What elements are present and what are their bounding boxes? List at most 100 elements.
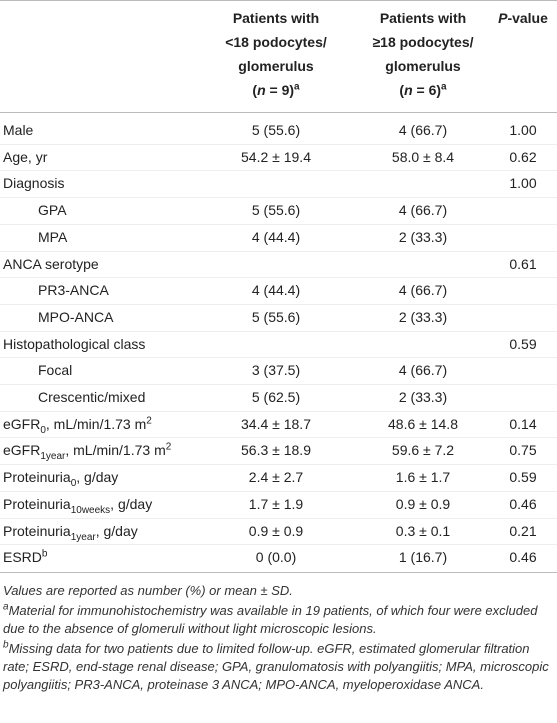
- text: Proteinuria: [3, 495, 71, 512]
- text: glomerulus: [238, 58, 314, 74]
- superscript: 2: [165, 441, 172, 453]
- cell: 0 (0.0): [255, 549, 297, 566]
- footnote: aMaterial for immunohistochemistry was a…: [3, 602, 551, 638]
- subscript: 1year: [40, 451, 66, 463]
- cell: 2 (33.3): [398, 389, 448, 405]
- row-line: [0, 464, 557, 466]
- header-cell: ≥18 podocytes/: [353, 32, 493, 52]
- text: , g/day: [110, 495, 153, 512]
- row-label: eGFR0, mL/min/1.73 m2: [3, 414, 152, 436]
- row-label: GPA: [38, 200, 67, 220]
- row-line: [0, 250, 557, 252]
- text: Missing data for two patients due to lim…: [3, 641, 549, 692]
- row-label: PR3-ANCA: [38, 280, 109, 300]
- footnote: Values are reported as number (%) or mea…: [3, 582, 551, 600]
- footnotes: Values are reported as number (%) or mea…: [3, 582, 551, 696]
- row-label: Histopathological class: [3, 334, 145, 354]
- footnote: bMissing data for two patients due to li…: [3, 640, 551, 694]
- row-label: Focal: [38, 360, 72, 380]
- cell: 56.3 ± 18.9: [241, 442, 311, 459]
- row-label: MPA: [38, 227, 67, 247]
- cell: 5 (55.6): [251, 202, 301, 219]
- cell: 1 (16.7): [398, 549, 448, 566]
- text: Proteinuria: [3, 522, 71, 539]
- cell: 1.00: [509, 122, 537, 138]
- text: eGFR: [3, 442, 41, 459]
- cell: 2.4 ± 2.7: [248, 469, 304, 486]
- header-rule: [0, 112, 557, 113]
- cell: 2 (33.3): [398, 308, 448, 325]
- row-line: [0, 544, 557, 546]
- cell: 3 (37.5): [251, 362, 301, 379]
- text: -value: [507, 10, 548, 26]
- row-line: [0, 170, 557, 172]
- subscript: 0: [40, 424, 46, 436]
- cell: 0.9 ± 0.9: [248, 522, 304, 539]
- superscript: a: [3, 601, 9, 613]
- cell: 48.6 ± 14.8: [388, 415, 458, 432]
- italic: n: [404, 82, 413, 98]
- row-label: Age, yr: [3, 147, 47, 167]
- header-cell: glomerulus: [353, 56, 493, 76]
- text: (: [252, 82, 258, 98]
- cell: 54.2 ± 19.4: [241, 148, 311, 165]
- superscript: a: [294, 81, 300, 93]
- row-label: MPO-ANCA: [38, 307, 113, 327]
- row-label: ESRDb: [3, 547, 47, 567]
- cell: 5 (55.6): [251, 122, 301, 138]
- header-cell: Patients with: [353, 8, 493, 28]
- superscript: b: [41, 548, 48, 560]
- cell: 0.46: [509, 549, 537, 566]
- cell: 0.3 ± 0.1: [395, 522, 451, 539]
- row-line: [0, 277, 557, 279]
- cell: 4 (66.7): [398, 282, 448, 299]
- text: glomerulus: [385, 58, 461, 74]
- text: GPA: [38, 202, 67, 219]
- header-cell: <18 podocytes/: [206, 32, 346, 52]
- cell: 4 (44.4): [251, 282, 301, 299]
- text: Age, yr: [3, 148, 48, 165]
- row-label: ANCA serotype: [3, 254, 99, 274]
- text: Material for immunohistochemistry was av…: [3, 603, 538, 636]
- subscript: 0: [70, 477, 77, 489]
- cell: 4 (66.7): [398, 202, 448, 219]
- row-line: [0, 303, 557, 305]
- cell: 0.21: [509, 522, 537, 539]
- text: eGFR: [3, 415, 41, 432]
- cell: 0.14: [509, 415, 537, 432]
- bottom-rule: [0, 572, 557, 573]
- cell: 59.6 ± 7.2: [391, 442, 455, 459]
- text: Crescentic/mixed: [38, 389, 146, 405]
- cell: 1.6 ± 1.7: [395, 469, 451, 486]
- row-label: Male: [3, 120, 33, 140]
- cell: 0.75: [509, 442, 537, 459]
- text: ESRD: [3, 549, 42, 566]
- cell: 0.46: [509, 495, 537, 512]
- header-cell: glomerulus: [206, 56, 346, 76]
- cell: 0.59: [509, 335, 537, 352]
- cell: 1.7 ± 1.9: [248, 495, 304, 512]
- text: Diagnosis: [3, 175, 65, 192]
- row-line: [0, 490, 557, 492]
- text: ANCA serotype: [3, 255, 99, 272]
- subscript: 10weeks: [70, 504, 111, 516]
- text: , mL/min/1.73 m: [65, 442, 166, 459]
- row-line: [0, 357, 557, 359]
- superscript: 2: [146, 415, 152, 427]
- cell: 4 (66.7): [398, 122, 448, 138]
- header-cell: (n = 6)a: [353, 80, 493, 100]
- row-line: [0, 517, 557, 519]
- row-label: Proteinuria10weeks, g/day: [3, 494, 153, 516]
- row-line: [0, 223, 557, 225]
- header-cell: (n = 9)a: [206, 80, 346, 100]
- cell: 5 (62.5): [251, 389, 301, 405]
- row-line: [0, 330, 557, 332]
- row-line: [0, 384, 557, 385]
- superscript: b: [3, 639, 9, 651]
- row-label: eGFR1year, mL/min/1.73 m2: [3, 440, 172, 463]
- text: Values are reported as number (%) or mea…: [3, 583, 293, 598]
- text: , g/day: [76, 469, 119, 486]
- cell: 4 (66.7): [398, 362, 448, 379]
- text: , g/day: [95, 522, 138, 539]
